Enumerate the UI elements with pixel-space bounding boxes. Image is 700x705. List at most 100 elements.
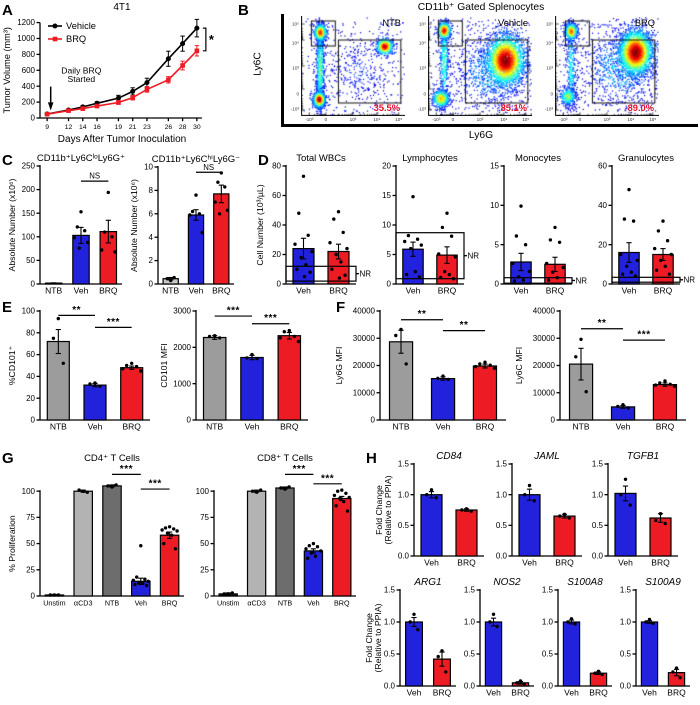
svg-text:NR: NR (684, 276, 696, 285)
svg-text:**: ** (418, 309, 427, 320)
svg-text:10000: 10000 (533, 388, 556, 397)
svg-text:Veh: Veh (245, 422, 260, 432)
svg-text:NTB: NTB (206, 422, 223, 432)
svg-text:Fold Change: Fold Change (364, 613, 374, 663)
svg-text:NTB: NTB (45, 286, 62, 296)
svg-text:Veh: Veh (135, 599, 147, 608)
svg-text:12: 12 (65, 124, 73, 131)
svg-text:BRQ: BRQ (555, 558, 574, 568)
svg-text:BRQ: BRQ (99, 286, 118, 296)
svg-text:**: ** (598, 318, 607, 329)
panel-b-xaxis-line (281, 124, 698, 127)
svg-text:Veh: Veh (522, 558, 537, 568)
svg-text:20: 20 (272, 250, 281, 259)
svg-text:9: 9 (45, 124, 49, 131)
panel-f-ly6-mfi: 0 10000 20000 30000 40000 ** ** NTB Veh BRQ Ly6G M… (334, 298, 694, 438)
svg-text:BRQ: BRQ (457, 558, 476, 568)
flow-sample-label-vehicle: Vehicle (498, 18, 528, 28)
svg-text:Tumor Volume (mm³): Tumor Volume (mm³) (2, 27, 12, 113)
svg-text:Veh: Veh (616, 422, 631, 432)
svg-text:Granulocytes: Granulocytes (618, 153, 674, 164)
flow-plot-row: 10⁵ 10⁴ 10³ 0 -10³ NTB 35.5% -10³ 0 10³ 10⁴ 10⁵ … (288, 16, 660, 128)
svg-text:S100A9: S100A9 (645, 577, 681, 588)
svg-text:0.5: 0.5 (464, 650, 476, 659)
svg-text:1.0: 1.0 (592, 490, 604, 499)
svg-text:***: *** (149, 479, 162, 490)
svg-text:60: 60 (598, 162, 607, 171)
svg-text:10: 10 (144, 163, 153, 172)
flow-sample-label-ntb: NTB (382, 18, 401, 28)
svg-text:100: 100 (22, 487, 36, 496)
svg-text:1000: 1000 (173, 379, 191, 388)
flow-gate-percent-vehicle: 85.1% (500, 103, 527, 113)
svg-text:*: * (209, 32, 215, 47)
svg-text:Days After Tumor Inoculation: Days After Tumor Inoculation (58, 134, 186, 145)
svg-text:20: 20 (598, 240, 607, 249)
chart-s100a8: 0.0 0.5 1.0 1.5 Veh BRQ S100A8 (540, 576, 618, 704)
svg-text:Veh: Veh (407, 688, 422, 698)
svg-text:NTB: NTB (162, 286, 179, 296)
panel-b-flow-cytometry: CD11b⁺ Gated Splenocytes Ly6C 10⁵ 10⁴ 10³ 0… (232, 0, 700, 150)
svg-text:TGFB1: TGFB1 (627, 451, 659, 462)
svg-text:30000: 30000 (353, 334, 376, 343)
svg-text:0: 0 (31, 114, 36, 123)
svg-text:CD8⁺ T Cells: CD8⁺ T Cells (257, 453, 313, 464)
svg-text:***: *** (107, 317, 120, 328)
panel-b-yaxis-line (281, 14, 284, 124)
svg-text:***: *** (637, 330, 650, 341)
svg-text:3000: 3000 (173, 307, 191, 316)
svg-text:Total WBCs: Total WBCs (296, 153, 346, 164)
svg-text:10000: 10000 (353, 388, 376, 397)
svg-text:60: 60 (272, 191, 281, 200)
svg-text:0: 0 (31, 592, 36, 601)
svg-text:0: 0 (31, 280, 36, 289)
svg-text:0: 0 (277, 280, 282, 289)
svg-text:BRQ: BRQ (667, 688, 686, 698)
svg-text:***: *** (321, 473, 334, 484)
svg-text:BRQ: BRQ (334, 599, 350, 608)
svg-text:40000: 40000 (353, 307, 376, 316)
svg-text:Veh: Veh (514, 286, 529, 296)
svg-text:BRQ: BRQ (546, 286, 565, 296)
svg-text:αCD3: αCD3 (247, 599, 266, 608)
chart-monocytes: 0 5 10 15 NR Veh BRQ Monocytes (480, 150, 588, 302)
svg-text:30000: 30000 (533, 334, 556, 343)
svg-text:0.0: 0.0 (592, 552, 604, 561)
svg-text:***: *** (120, 464, 133, 475)
svg-text:100: 100 (22, 232, 36, 241)
svg-text:30: 30 (193, 124, 201, 131)
svg-text:21: 21 (129, 124, 137, 131)
svg-text:1.0: 1.0 (464, 618, 476, 627)
svg-text:25: 25 (26, 565, 35, 574)
svg-text:20: 20 (26, 394, 35, 403)
svg-text:Veh: Veh (436, 422, 451, 432)
svg-text:28: 28 (179, 124, 187, 131)
svg-text:15: 15 (490, 162, 499, 171)
svg-text:19: 19 (115, 124, 123, 131)
panel-d-blood-counts: 0 20 40 60 80 NR Veh BRQ Total WBCs Cell Number (… (254, 150, 696, 302)
svg-text:0.5: 0.5 (496, 521, 508, 530)
panel-g-t-cell-proliferation: 0 25 50 75 100 *** *** Unstim αCD3 NTB Veh BRQ CD4⁺ … (6, 448, 362, 616)
svg-text:250: 250 (22, 162, 36, 171)
svg-text:150: 150 (22, 209, 36, 218)
flow-canvas-brq (555, 16, 659, 116)
chart-tgfb1: 0.0 0.5 1.0 1.5 Veh BRQ TGFB1 (588, 450, 684, 572)
svg-text:(Relative to PPIA): (Relative to PPIA) (383, 475, 393, 544)
svg-text:Unstim: Unstim (43, 599, 65, 608)
chart-jaml: 0.0 0.5 1.0 1.5 Veh BRQ JAML (492, 450, 588, 572)
svg-text:0: 0 (205, 592, 210, 601)
svg-text:0.0: 0.0 (384, 682, 396, 691)
svg-text:0: 0 (31, 416, 36, 425)
svg-text:BRQ: BRQ (212, 286, 231, 296)
chart-total-wbcs: 0 20 40 60 80 NR Veh BRQ Total WBCs Cell Number (… (254, 150, 372, 302)
flow-canvas-vehicle (428, 16, 532, 116)
svg-text:NR: NR (576, 276, 588, 285)
svg-text:0.0: 0.0 (398, 552, 410, 561)
svg-text:Daily BRQ: Daily BRQ (61, 65, 101, 75)
svg-text:1.5: 1.5 (620, 586, 632, 595)
svg-text:BRQ: BRQ (329, 286, 348, 296)
chart-s100a9: 0.0 0.5 1.0 1.5 Veh BRQ S100A9 (618, 576, 696, 704)
svg-text:0: 0 (187, 416, 192, 425)
svg-text:1.0: 1.0 (398, 490, 410, 499)
svg-text:5: 5 (387, 250, 392, 259)
